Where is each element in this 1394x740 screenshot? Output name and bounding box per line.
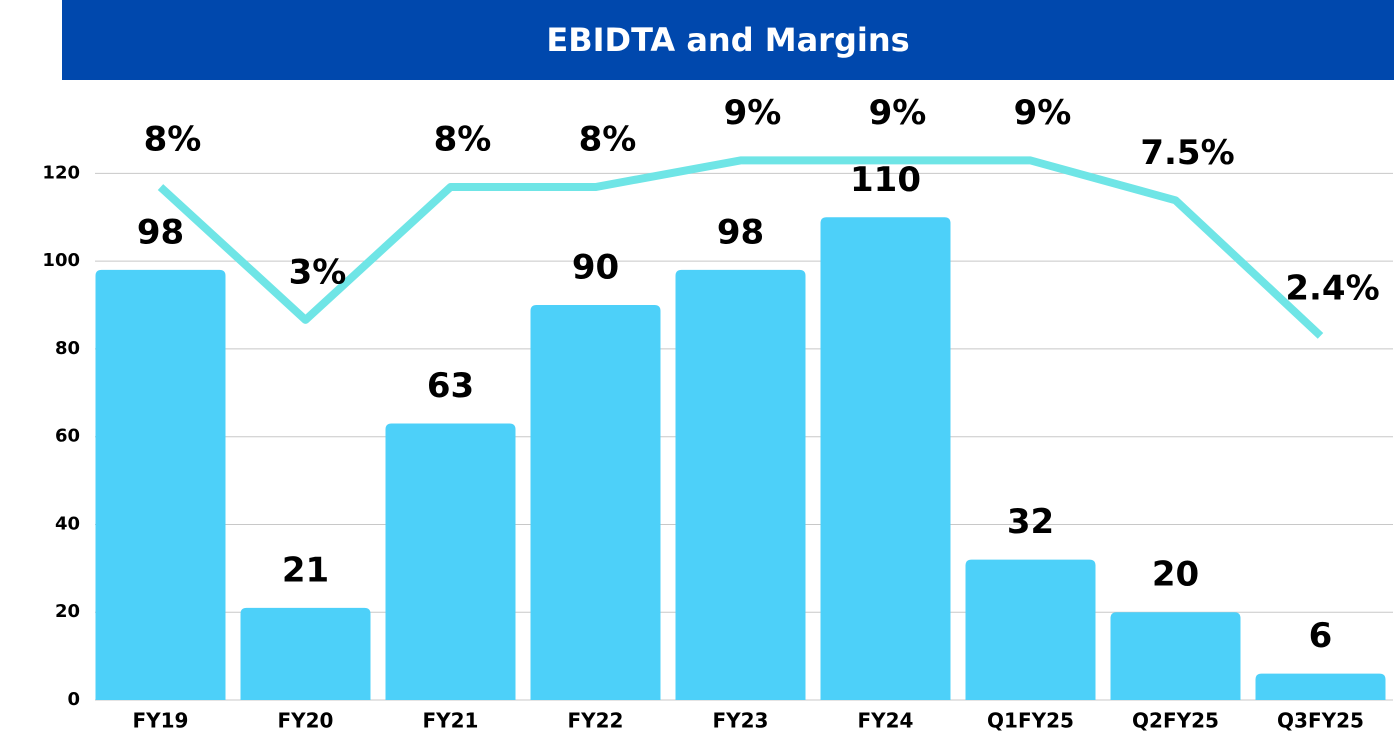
bar-value-label: 6	[1309, 616, 1333, 656]
bar-value-label: 90	[572, 248, 619, 288]
y-tick-label: 0	[67, 689, 80, 710]
line-value-label: 8%	[579, 120, 637, 160]
bar	[530, 305, 661, 700]
bar	[385, 423, 516, 700]
bar-value-label: 110	[850, 160, 921, 200]
x-tick-label: Q1FY25	[987, 709, 1074, 733]
line-value-label: 8%	[434, 120, 492, 160]
line-value-label: 9%	[724, 93, 782, 133]
y-tick-label: 40	[55, 513, 80, 534]
bar	[95, 269, 226, 700]
x-tick-label: Q3FY25	[1277, 709, 1364, 733]
bar-value-label: 20	[1152, 555, 1199, 595]
bar-value-label: 98	[137, 212, 184, 252]
x-tick-label: FY23	[713, 709, 769, 733]
y-tick-label: 120	[42, 162, 80, 183]
x-tick-label: FY22	[568, 709, 624, 733]
bar-value-label: 63	[427, 366, 474, 406]
x-tick-label: FY20	[278, 709, 334, 733]
bar-value-label: 21	[282, 550, 329, 590]
margin-line	[157, 156, 1324, 339]
bar-value-label: 98	[717, 212, 764, 252]
line-value-label: 3%	[289, 252, 347, 292]
line-value-label: 9%	[1014, 93, 1072, 133]
line-value-label: 2.4%	[1285, 268, 1379, 308]
bar	[1255, 673, 1386, 700]
bar	[965, 559, 1096, 700]
bar	[820, 217, 951, 701]
y-tick-label: 20	[55, 601, 80, 622]
bar	[240, 607, 371, 700]
x-tick-label: FY21	[423, 709, 479, 733]
line-value-label: 8%	[144, 120, 202, 160]
x-tick-label: FY24	[858, 709, 914, 733]
bar-value-label: 32	[1007, 502, 1054, 542]
title-banner	[62, 0, 1394, 80]
x-tick-label: Q2FY25	[1132, 709, 1219, 733]
x-tick-label: FY19	[133, 709, 189, 733]
y-tick-label: 60	[55, 426, 80, 447]
line-value-label: 9%	[869, 93, 927, 133]
bar	[1110, 612, 1241, 700]
bar	[675, 269, 806, 700]
y-tick-label: 100	[42, 250, 80, 271]
y-tick-label: 80	[55, 338, 80, 359]
chart-title: EBIDTA and Margins	[546, 21, 909, 59]
line-value-label: 7.5%	[1140, 133, 1234, 173]
